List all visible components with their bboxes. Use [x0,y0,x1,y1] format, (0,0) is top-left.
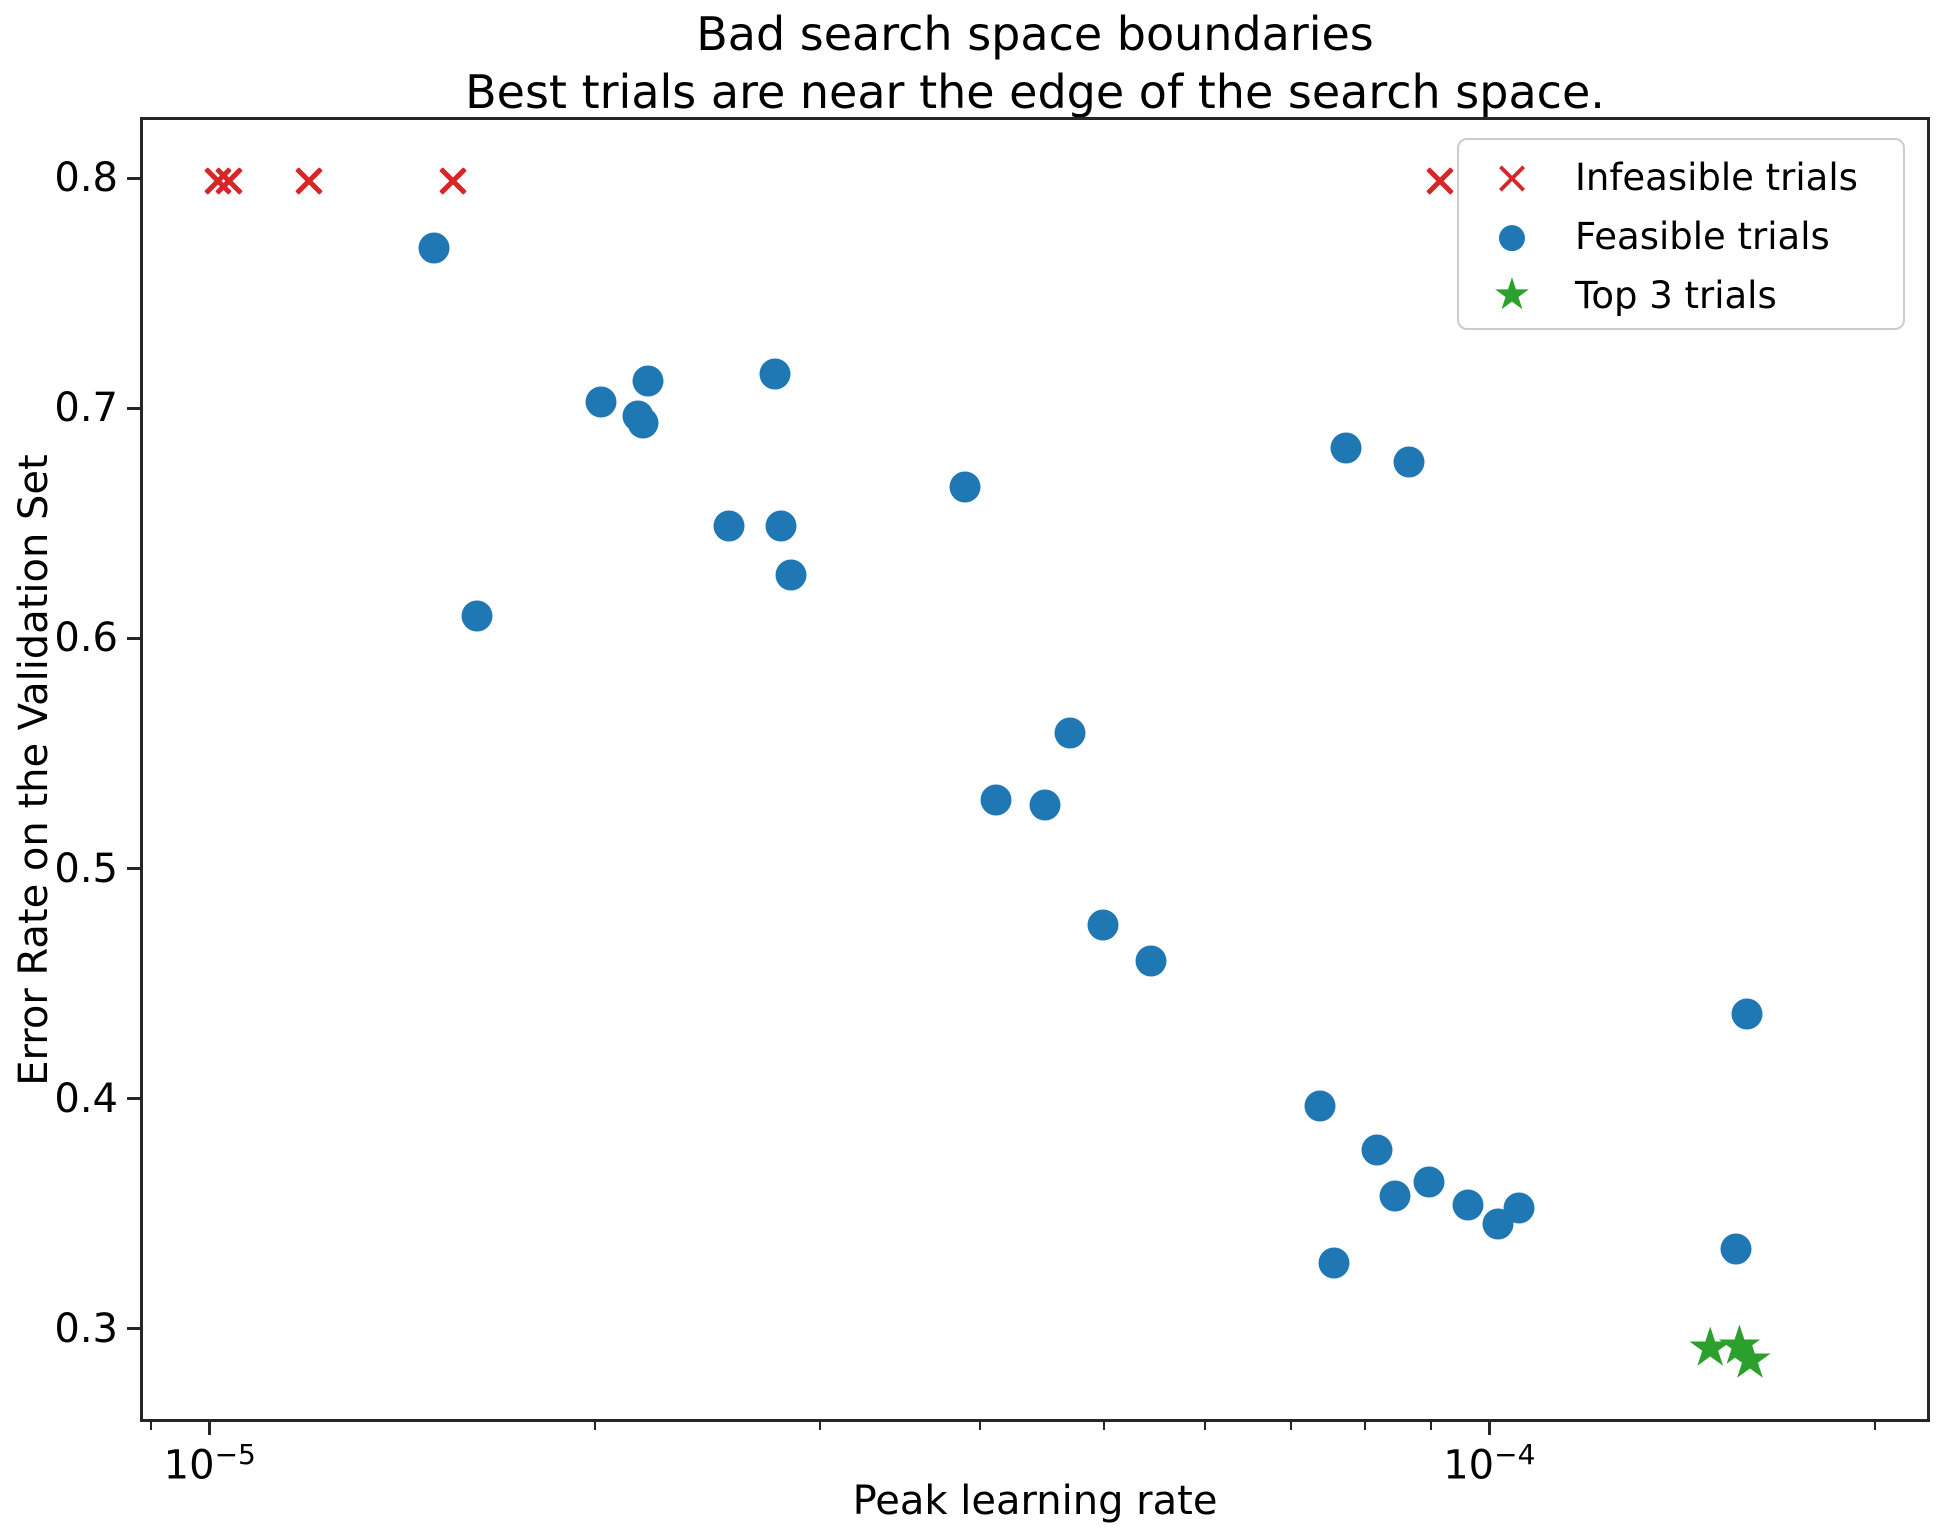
data-point-feasible [1731,998,1763,1030]
data-point-infeasible [213,165,245,197]
data-point-infeasible [1424,165,1456,197]
data-point-feasible [980,784,1011,816]
y-tick-label: 0.5 [54,845,118,892]
data-point-top3: ★ [1725,1327,1775,1391]
legend-label: Infeasible trials [1575,155,1858,199]
data-point-feasible [627,407,659,439]
chart-title: Bad search space boundaries Best trials … [140,6,1930,122]
y-tick [127,1097,140,1101]
y-tick [127,176,140,180]
x-minor-tick [1873,1422,1876,1430]
legend-label: Feasible trials [1575,214,1830,258]
x-minor-tick [1204,1422,1207,1430]
data-point-feasible [1361,1134,1393,1166]
data-point-feasible [1413,1166,1445,1198]
x-minor-tick [819,1422,822,1430]
y-tick [127,636,140,640]
y-tick-label: 0.6 [54,615,118,662]
x-minor-tick [1429,1422,1432,1430]
legend-item-top3: ★ Top 3 trials [1459,265,1903,325]
x-minor-tick [1364,1422,1367,1430]
chart-title-line1: Bad search space boundaries [696,7,1374,61]
data-point-feasible [1054,717,1086,749]
x-marker-icon: × [1492,150,1532,204]
y-tick-label: 0.8 [54,155,118,201]
data-point-feasible [1393,446,1425,478]
data-point-feasible [461,600,493,632]
x-minor-tick [150,1422,153,1430]
data-point-feasible [713,510,745,542]
chart-title-line2: Best trials are near the edge of the sea… [465,64,1605,119]
x-tick-label: 10−5 [163,1438,256,1489]
y-tick-label: 0.4 [54,1075,118,1122]
y-tick-label: 0.7 [54,385,118,432]
data-point-feasible [418,232,450,264]
data-point-feasible [585,386,617,418]
y-tick-label: 0.3 [54,1305,118,1352]
data-point-feasible [1318,1247,1350,1279]
y-axis-label: Error Rate on the Validation Set [11,454,57,1086]
x-tick-label: 10−4 [1443,1438,1536,1489]
data-point-feasible [949,471,981,503]
data-point-infeasible [293,165,325,197]
data-point-top3: ★ [1685,1315,1735,1379]
x-tick [208,1422,212,1435]
legend-item-feasible: ● Feasible trials [1459,206,1903,266]
x-minor-tick [979,1422,982,1430]
data-point-feasible [1452,1189,1484,1221]
legend-item-infeasible: × Infeasible trials [1459,147,1903,207]
y-tick [127,406,140,410]
data-point-feasible [765,510,797,542]
y-tick [127,1327,140,1331]
data-point-feasible [1330,432,1362,464]
circle-marker-icon: ● [1497,216,1527,256]
data-point-top3: ★ [1715,1313,1764,1377]
data-point-feasible [775,559,807,591]
data-point-feasible [1135,945,1167,977]
data-point-feasible [632,365,664,397]
star-marker-icon: ★ [1492,269,1532,320]
y-tick [127,867,140,871]
data-point-feasible [1503,1192,1535,1224]
x-minor-tick [1103,1422,1106,1430]
legend-label: Top 3 trials [1575,273,1777,317]
data-point-feasible [1720,1233,1752,1265]
x-axis-label: Peak learning rate [852,1478,1218,1524]
x-minor-tick [1290,1422,1293,1430]
data-point-feasible [1029,789,1061,821]
data-point-feasible [1087,909,1119,941]
data-point-feasible [1379,1180,1411,1212]
data-point-feasible [1304,1090,1336,1122]
legend: × Infeasible trials ● Feasible trials ★ … [1457,138,1905,330]
x-minor-tick [593,1422,596,1430]
x-tick [1487,1422,1491,1435]
data-point-feasible [759,358,791,390]
plot-area: ★ ★ ★ [140,117,1930,1422]
data-point-infeasible [437,165,469,197]
